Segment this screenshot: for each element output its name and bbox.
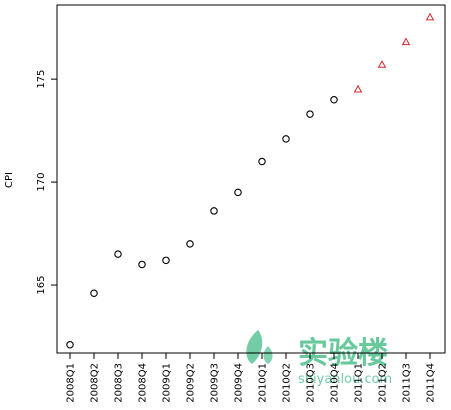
data-point-circle bbox=[138, 260, 146, 269]
data-point-circle bbox=[258, 157, 266, 166]
plot-frame bbox=[56, 4, 446, 354]
y-axis: 165 170 175 bbox=[36, 70, 57, 295]
data-point-triangle bbox=[353, 84, 363, 93]
x-tick-label: 2008Q3 bbox=[114, 363, 125, 403]
data-point-triangle bbox=[425, 12, 435, 21]
y-axis-label: CPI bbox=[4, 172, 15, 188]
data-point-circle bbox=[114, 250, 122, 258]
x-tick-label: 2011Q2 bbox=[378, 363, 389, 403]
watermark-leaf-logo bbox=[246, 330, 263, 364]
data-point-circle bbox=[162, 256, 170, 265]
x-tick-label: 2011Q3 bbox=[402, 363, 413, 403]
data-point-circle bbox=[186, 240, 194, 248]
data-point-circle bbox=[90, 289, 98, 298]
data-point-circle bbox=[234, 188, 242, 197]
y-tick-label: 165 bbox=[36, 276, 47, 295]
data-point-triangle bbox=[401, 37, 411, 46]
x-tick-label: 2009Q2 bbox=[186, 363, 197, 403]
x-tick-label: 2008Q2 bbox=[90, 363, 101, 403]
watermark-leaf-logo-small bbox=[263, 346, 273, 364]
x-tick-label: 2010Q2 bbox=[282, 363, 293, 403]
x-tick-label: 2010Q3 bbox=[306, 363, 317, 403]
x-axis: 2008Q1 2008Q2 2008Q3 2008Q4 2009Q1 2009Q2 2009… bbox=[66, 353, 437, 403]
x-tick-label: 2010Q1 bbox=[258, 363, 269, 403]
data-point-circle bbox=[330, 95, 338, 104]
data-point-circle bbox=[210, 207, 218, 215]
x-tick-label: 2008Q4 bbox=[138, 363, 149, 403]
data-point-circle bbox=[306, 110, 314, 118]
x-tick-label: 2008Q1 bbox=[66, 363, 77, 403]
data-points bbox=[66, 12, 435, 349]
x-tick-label: 2009Q4 bbox=[234, 363, 245, 403]
data-point-circle bbox=[282, 135, 290, 143]
watermark-subtext: shiyanlou.com bbox=[298, 372, 392, 387]
data-point-circle bbox=[66, 341, 74, 349]
y-tick-label: 175 bbox=[36, 70, 47, 89]
x-tick-label: 2011Q4 bbox=[426, 363, 437, 403]
data-point-triangle bbox=[377, 60, 387, 68]
x-tick-label: 2009Q1 bbox=[162, 363, 173, 403]
x-tick-label: 2009Q3 bbox=[210, 363, 221, 403]
x-tick-label: 2010Q4 bbox=[330, 363, 341, 403]
y-tick-label: 170 bbox=[36, 173, 47, 192]
x-tick-label: 2011Q1 bbox=[354, 363, 365, 403]
